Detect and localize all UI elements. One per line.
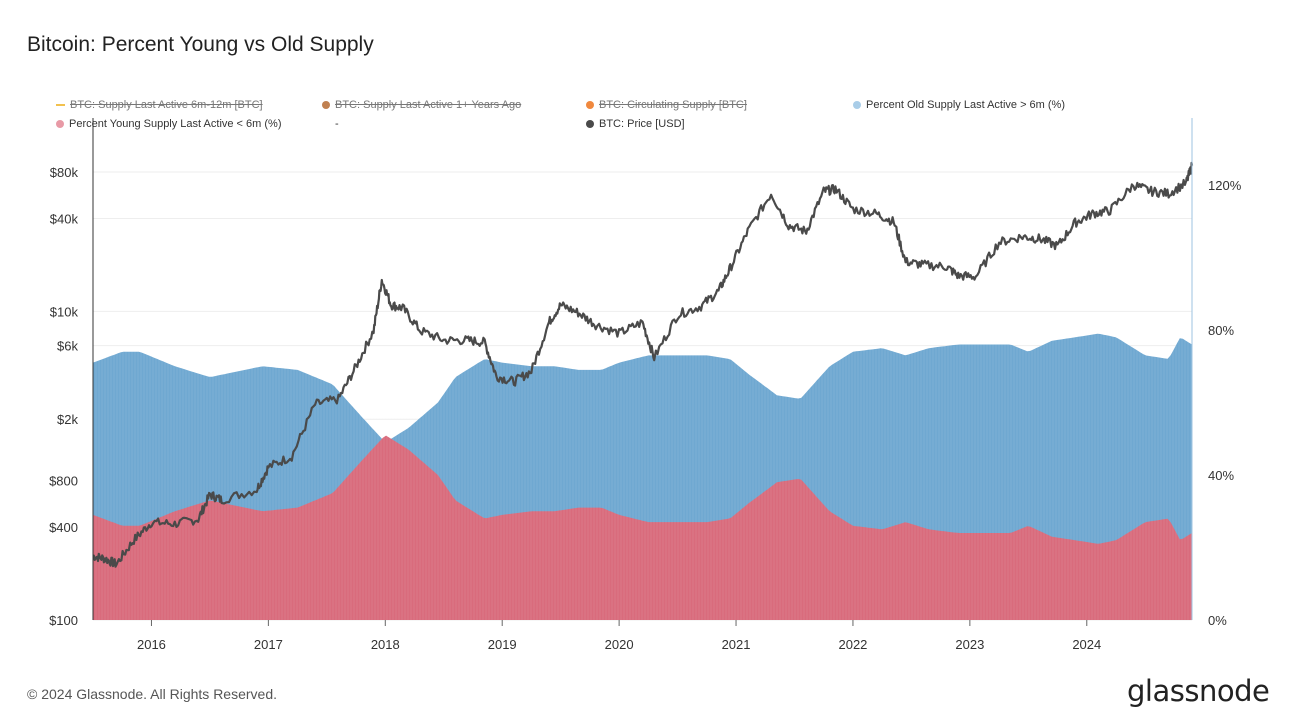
chart-legend: BTC: Supply Last Active 6m-12m [BTC] BTC:… — [56, 99, 1186, 135]
left-tick-label: $80k — [50, 165, 79, 180]
x-tick-label: 2018 — [371, 637, 400, 652]
legend-label: BTC: Circulating Supply [BTC] — [599, 99, 747, 111]
x-tick-label: 2017 — [254, 637, 283, 652]
legend-item-3[interactable]: Percent Old Supply Last Active > 6m (%) — [853, 99, 1065, 111]
legend-item-0[interactable]: BTC: Supply Last Active 6m-12m [BTC] — [56, 99, 263, 111]
left-tick-label: $6k — [57, 339, 78, 354]
legend-label: Percent Old Supply Last Active > 6m (%) — [866, 99, 1066, 111]
legend-marker-icon — [586, 101, 594, 109]
legend-marker-icon — [853, 101, 861, 109]
legend-marker-icon — [322, 101, 330, 109]
left-tick-label: $40k — [50, 211, 79, 226]
legend-label: BTC: Supply Last Active 6m-12m [BTC] — [70, 99, 263, 111]
young-supply-area — [93, 435, 1192, 620]
legend-item-2[interactable]: BTC: Circulating Supply [BTC] — [586, 99, 747, 111]
legend-item-5[interactable]: - — [335, 118, 339, 130]
legend-label: - — [335, 118, 339, 130]
right-tick-label: 40% — [1208, 468, 1234, 483]
legend-item-6[interactable]: BTC: Price [USD] — [586, 118, 685, 130]
legend-item-4[interactable]: Percent Young Supply Last Active < 6m (%… — [56, 118, 282, 130]
left-tick-label: $800 — [49, 474, 78, 489]
x-tick-label: 2024 — [1072, 637, 1101, 652]
legend-marker-icon — [586, 120, 594, 128]
copyright-footer: © 2024 Glassnode. All Rights Reserved. — [27, 686, 278, 702]
left-tick-label: $100 — [49, 613, 78, 628]
x-tick-label: 2019 — [488, 637, 517, 652]
left-tick-label: $10k — [50, 304, 79, 319]
legend-label: BTC: Supply Last Active 1+ Years Ago — [335, 99, 522, 111]
x-tick-label: 2022 — [838, 637, 867, 652]
axes: $100 $400 $800 $2k $6k $10k $40k $80k 0% 40% 80% 12… — [49, 118, 1242, 652]
x-tick-label: 2023 — [955, 637, 984, 652]
right-tick-label: 80% — [1208, 323, 1234, 338]
right-tick-label: 120% — [1208, 178, 1242, 193]
area-series — [92, 330, 1192, 620]
legend-marker-icon — [56, 104, 65, 106]
legend-marker-icon — [56, 120, 64, 128]
left-tick-label: $400 — [49, 520, 78, 535]
glassnode-logo: glassnode — [1127, 674, 1270, 708]
legend-label: Percent Young Supply Last Active < 6m (%… — [69, 118, 282, 130]
legend-label: BTC: Price [USD] — [599, 118, 685, 130]
chart-title: Bitcoin: Percent Young vs Old Supply — [27, 33, 374, 56]
price-series — [92, 161, 1194, 568]
left-tick-label: $2k — [57, 412, 78, 427]
x-tick-label: 2020 — [605, 637, 634, 652]
legend-item-1[interactable]: BTC: Supply Last Active 1+ Years Ago — [322, 99, 521, 111]
x-tick-label: 2016 — [137, 637, 166, 652]
x-tick-label: 2021 — [722, 637, 751, 652]
price-line — [92, 161, 1194, 568]
right-tick-label: 0% — [1208, 613, 1227, 628]
